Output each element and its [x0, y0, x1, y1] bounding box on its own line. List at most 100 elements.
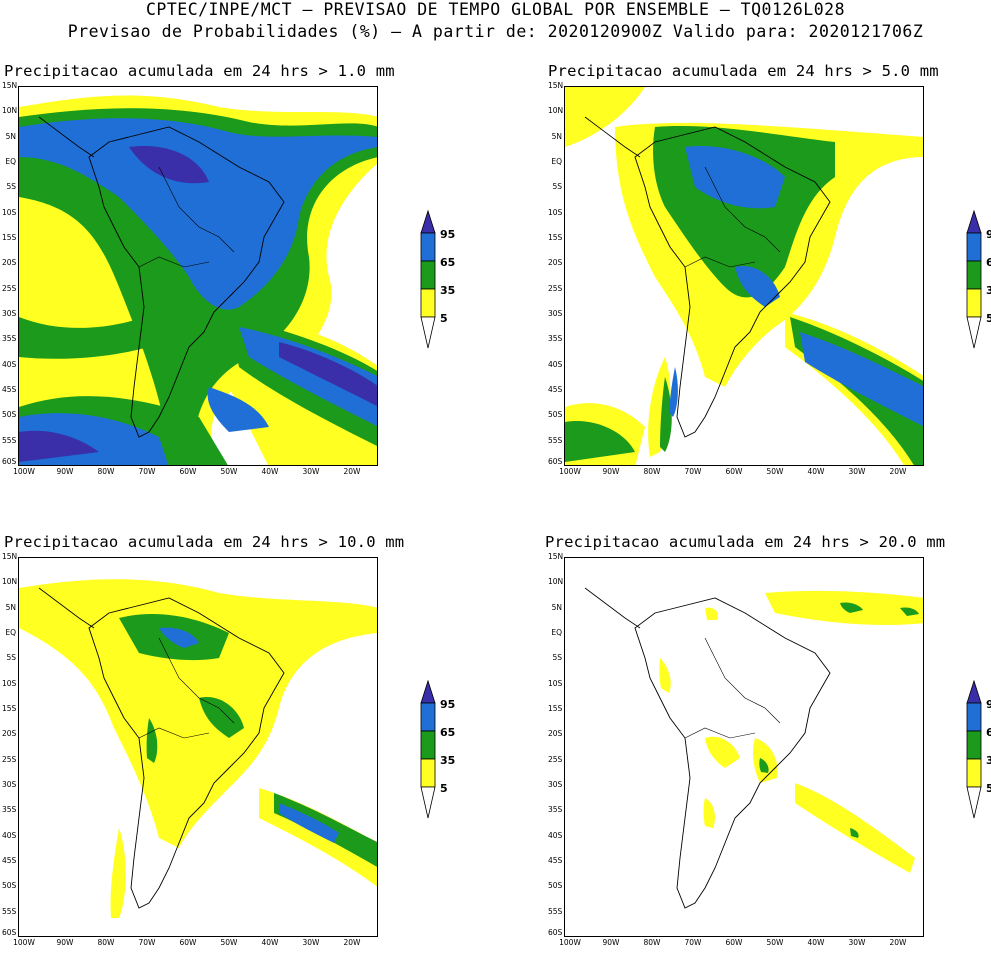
- lat-tick-label: 35S: [548, 334, 563, 344]
- lat-tick-label: 45S: [548, 856, 563, 865]
- lat-tick-label: EQ: [551, 157, 562, 166]
- panel-3-title: Precipitacao acumulada em 24 hrs > 10.0 …: [4, 533, 405, 551]
- lat-tick-label: 40S: [548, 830, 563, 840]
- lon-tick-label: 20W: [343, 938, 361, 947]
- lon-tick-label: 40W: [261, 938, 279, 947]
- legend-colorbar: [966, 679, 982, 819]
- lat-tick-label: 30S: [2, 309, 17, 318]
- lon-tick-label: 60W: [725, 467, 743, 476]
- legend-panel-1: 95 65 35 5: [418, 208, 488, 349]
- lat-tick-label: 15N: [2, 81, 18, 90]
- lat-tick-label: 30S: [548, 780, 563, 789]
- lon-tick-label: 20W: [343, 467, 361, 476]
- lat-tick-label: 15S: [2, 704, 17, 713]
- lat-tick-label: 60S: [2, 928, 17, 937]
- legend-label-65: 65: [440, 726, 456, 739]
- panel-1-field: [19, 87, 377, 465]
- lat-tick-label: 15N: [548, 552, 564, 561]
- legend-colorbar: [420, 679, 436, 819]
- lat-tick-label: 60S: [548, 928, 563, 937]
- legend-panel-2: 95 65 35 5: [964, 208, 991, 349]
- lat-tick-label: 10N: [548, 577, 564, 587]
- legend-label-35: 35: [986, 754, 991, 767]
- lon-tick-label: 40W: [807, 938, 825, 947]
- panel-4-title: Precipitacao acumulada em 24 hrs > 20.0 …: [545, 533, 946, 551]
- lat-tick-label: 35S: [2, 334, 17, 344]
- lat-tick-label: 60S: [548, 457, 563, 466]
- lon-tick-label: 70W: [684, 467, 702, 476]
- lat-tick-label: 20S: [548, 729, 563, 739]
- lat-tick-label: 10S: [548, 207, 563, 217]
- lat-tick-label: 15N: [548, 81, 564, 90]
- lat-tick-label: 10N: [548, 106, 564, 116]
- lat-tick-label: 40S: [2, 359, 17, 369]
- lat-tick-label: 35S: [548, 805, 563, 815]
- lat-tick-label: 15N: [2, 552, 18, 561]
- lon-tick-label: 30W: [302, 467, 320, 476]
- lat-tick-label: 55S: [548, 906, 563, 916]
- lat-tick-label: 5N: [551, 602, 562, 612]
- lon-tick-label: 30W: [302, 938, 320, 947]
- panel-3-field: [19, 558, 377, 936]
- lon-tick-label: 50W: [766, 938, 784, 947]
- lon-tick-label: 100W: [559, 938, 581, 947]
- legend-colorbar: [966, 209, 982, 349]
- lat-tick-label: 40S: [548, 359, 563, 369]
- lon-tick-label: 80W: [97, 467, 115, 476]
- lon-tick-label: 60W: [725, 938, 743, 947]
- lon-tick-label: 80W: [643, 938, 661, 947]
- panel-1-map: [18, 86, 378, 466]
- lat-tick-label: 10N: [2, 577, 18, 587]
- lat-tick-label: 5N: [5, 131, 16, 141]
- lat-tick-label: 30S: [548, 309, 563, 318]
- panel-4-map: [564, 557, 924, 937]
- legend-label-95: 95: [986, 228, 991, 241]
- lon-tick-label: 70W: [138, 467, 156, 476]
- lon-tick-label: 50W: [766, 467, 784, 476]
- panel-1-title: Precipitacao acumulada em 24 hrs > 1.0 m…: [4, 62, 395, 80]
- lat-tick-label: 50S: [548, 410, 563, 420]
- legend-label-65: 65: [986, 726, 991, 739]
- lon-tick-label: 30W: [848, 467, 866, 476]
- legend-label-35: 35: [440, 754, 456, 767]
- lon-tick-label: 90W: [56, 467, 74, 476]
- lat-tick-label: 15S: [548, 704, 563, 713]
- legend-label-65: 65: [986, 256, 991, 269]
- legend-label-5: 5: [986, 782, 991, 795]
- lat-tick-label: 5N: [551, 131, 562, 141]
- legend-label-95: 95: [440, 228, 456, 241]
- lon-tick-label: 80W: [643, 467, 661, 476]
- lat-tick-label: 20S: [2, 258, 17, 268]
- figure-title-line1: CPTEC/INPE/MCT — PREVISAO DE TEMPO GLOBA…: [145, 0, 846, 19]
- panel-2-map: [564, 86, 924, 466]
- legend-label-95: 95: [440, 698, 456, 711]
- legend-label-35: 35: [440, 284, 456, 297]
- lat-tick-label: 20S: [548, 258, 563, 268]
- lat-tick-label: 5S: [6, 182, 16, 192]
- lat-tick-label: 5S: [552, 182, 562, 192]
- legend-panel-3: 95 65 35 5: [418, 678, 488, 819]
- legend-label-35: 35: [986, 284, 991, 297]
- lat-tick-label: 25S: [2, 283, 17, 293]
- lat-tick-label: 25S: [2, 754, 17, 764]
- lat-tick-label: 10S: [2, 678, 17, 688]
- legend-label-5: 5: [440, 312, 448, 325]
- lon-tick-label: 90W: [602, 467, 620, 476]
- panel-2-field: [565, 87, 923, 465]
- lat-tick-label: 5S: [6, 653, 16, 663]
- lat-tick-label: 60S: [2, 457, 17, 466]
- lat-tick-label: EQ: [5, 157, 16, 166]
- lat-tick-label: 25S: [548, 754, 563, 764]
- lon-tick-label: 40W: [261, 467, 279, 476]
- panel-4-field: [565, 558, 923, 936]
- lat-tick-label: 50S: [2, 410, 17, 420]
- legend-label-95: 95: [986, 698, 991, 711]
- legend-colorbar: [420, 209, 436, 349]
- lon-tick-label: 100W: [13, 938, 35, 947]
- lat-tick-label: 50S: [548, 881, 563, 891]
- lon-tick-label: 40W: [807, 467, 825, 476]
- lat-tick-label: 45S: [2, 385, 17, 394]
- lat-tick-label: 15S: [2, 233, 17, 242]
- lat-tick-label: 55S: [548, 435, 563, 445]
- lon-tick-label: 100W: [559, 467, 581, 476]
